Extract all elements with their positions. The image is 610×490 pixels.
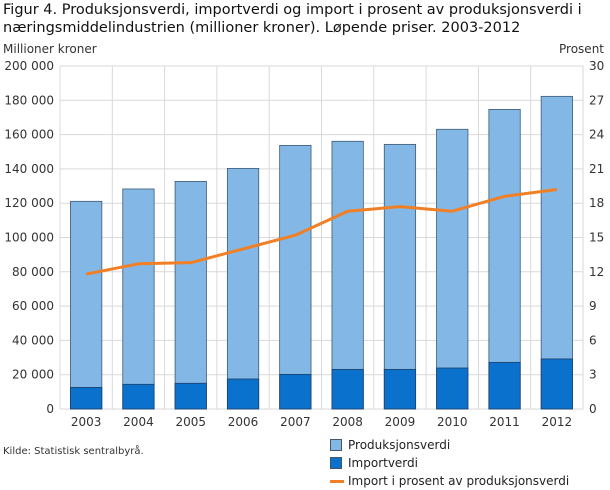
y2-tick-label: 15: [589, 231, 604, 245]
y-tick-label: 140 000: [4, 162, 54, 176]
y-tick-label: 40 000: [12, 333, 54, 347]
bar-produksjonsverdi: [332, 141, 363, 409]
y2-tick-label: 12: [589, 265, 604, 279]
y2-tick-label: 21: [589, 162, 604, 176]
bar-importverdi: [332, 369, 363, 409]
y2-tick-label: 0: [589, 402, 597, 416]
legend-swatch: [330, 457, 342, 469]
x-tick-label: 2008: [332, 415, 363, 429]
y-tick-label: 20 000: [12, 368, 54, 382]
bar-produksjonsverdi: [280, 145, 311, 409]
bar-importverdi: [384, 369, 415, 409]
x-tick-label: 2011: [489, 415, 520, 429]
x-tick-label: 2005: [175, 415, 206, 429]
bar-importverdi: [175, 383, 206, 409]
legend-label: Import i prosent av produksjonsverdi: [348, 474, 569, 488]
legend-swatch: [330, 439, 342, 451]
bar-importverdi: [541, 359, 572, 409]
y2-tick-label: 18: [589, 196, 604, 210]
y-tick-label: 120 000: [4, 196, 54, 210]
y-tick-label: 0: [46, 402, 54, 416]
y-tick-label: 200 000: [4, 59, 54, 73]
legend-line: [330, 480, 344, 483]
bar-importverdi: [280, 374, 311, 409]
bar-produksjonsverdi: [123, 189, 154, 409]
source-note: Kilde: Statistisk sentralbyrå.: [3, 446, 144, 457]
legend-item-produksjonsverdi: Produksjonsverdi: [330, 436, 569, 454]
bar-importverdi: [489, 362, 520, 409]
y2-tick-label: 30: [589, 59, 604, 73]
x-tick-label: 2007: [280, 415, 311, 429]
bar-produksjonsverdi: [437, 129, 468, 409]
x-tick-label: 2003: [71, 415, 102, 429]
y2-tick-label: 9: [589, 299, 597, 313]
legend-label: Importverdi: [348, 456, 418, 470]
x-tick-label: 2009: [385, 415, 416, 429]
legend: Produksjonsverdi Importverdi Import i pr…: [330, 436, 569, 490]
x-tick-label: 2006: [228, 415, 259, 429]
bar-importverdi: [123, 384, 154, 409]
legend-item-importverdi: Importverdi: [330, 454, 569, 472]
bar-importverdi: [70, 387, 101, 409]
y-tick-label: 100 000: [4, 231, 54, 245]
y-tick-label: 60 000: [12, 299, 54, 313]
legend-label: Produksjonsverdi: [348, 438, 450, 452]
x-tick-label: 2010: [437, 415, 468, 429]
bar-importverdi: [227, 379, 258, 409]
y2-tick-label: 27: [589, 93, 604, 107]
bar-importverdi: [437, 368, 468, 409]
y2-tick-label: 24: [589, 128, 604, 142]
bar-produksjonsverdi: [70, 201, 101, 409]
y-tick-label: 180 000: [4, 93, 54, 107]
y-tick-label: 80 000: [12, 265, 54, 279]
y2-tick-label: 6: [589, 333, 597, 347]
y2-tick-label: 3: [589, 368, 597, 382]
bar-produksjonsverdi: [227, 168, 258, 409]
x-tick-label: 2004: [123, 415, 154, 429]
bar-produksjonsverdi: [175, 181, 206, 409]
legend-item-import-prosent: Import i prosent av produksjonsverdi: [330, 472, 569, 490]
y-tick-label: 160 000: [4, 128, 54, 142]
x-tick-label: 2012: [542, 415, 573, 429]
